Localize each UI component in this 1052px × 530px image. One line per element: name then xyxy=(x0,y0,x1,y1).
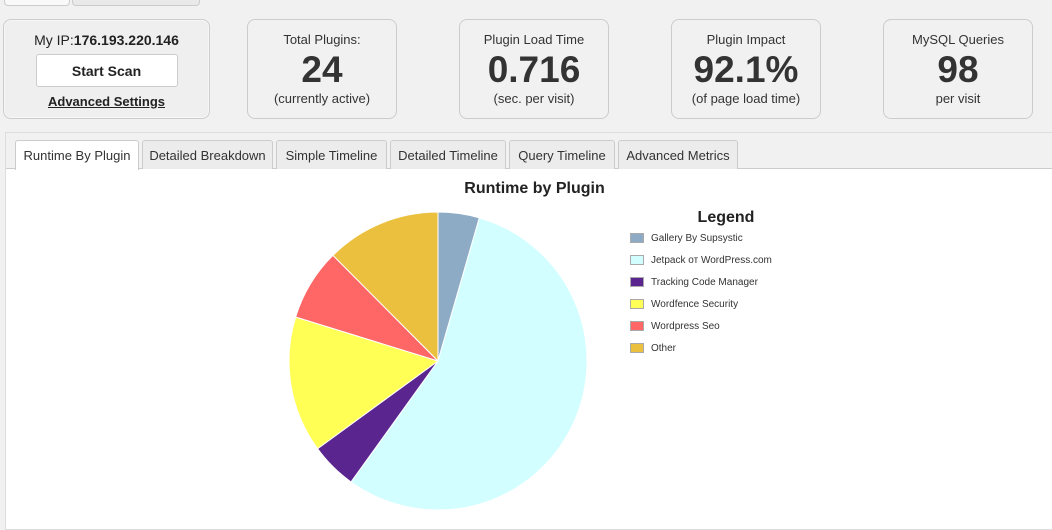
advanced-settings-link[interactable]: Advanced Settings xyxy=(47,94,166,109)
pie-chart xyxy=(288,211,588,511)
top-tab-stub[interactable] xyxy=(72,0,200,6)
legend-label: Wordfence Security xyxy=(651,298,739,310)
ip-value: 176.193.220.146 xyxy=(73,32,179,48)
legend-swatch xyxy=(630,277,644,287)
start-scan-button[interactable]: Start Scan xyxy=(35,54,178,87)
legend-item: Gallery By Supsystic xyxy=(630,227,806,249)
chart-title: Runtime by Plugin xyxy=(464,180,605,197)
tab-detailed-breakdown[interactable]: Detailed Breakdown xyxy=(142,140,273,169)
pie-slice-jetpack-wordpress-com[interactable] xyxy=(350,217,588,511)
stat-sub: (of page load time) xyxy=(691,91,801,106)
ip-line: My IP:176.193.220.146 xyxy=(4,32,209,48)
legend-item: Jetpack от WordPress.com xyxy=(630,249,806,271)
stat-value: 24 xyxy=(301,49,343,90)
stat-sub: per visit xyxy=(935,91,981,106)
stat-label: Plugin Load Time xyxy=(483,32,585,47)
chart-panel: Runtime By Plugin Detailed Breakdown Sim… xyxy=(5,132,1052,530)
stat-label: Plugin Impact xyxy=(706,32,786,47)
legend-item: Wordpress Seo xyxy=(630,315,806,337)
stat-value: 98 xyxy=(937,49,979,90)
stat-value: 0.716 xyxy=(487,49,581,90)
stat-label: MySQL Queries xyxy=(912,32,1004,47)
legend-swatch xyxy=(630,321,644,331)
legend-label: Wordpress Seo xyxy=(651,320,720,332)
tab-simple-timeline[interactable]: Simple Timeline xyxy=(276,140,387,169)
legend-label: Jetpack от WordPress.com xyxy=(651,254,772,266)
legend-swatch xyxy=(630,343,644,353)
legend-title: Legend xyxy=(697,209,755,226)
tab-query-timeline[interactable]: Query Timeline xyxy=(509,140,615,169)
top-tab-stub[interactable] xyxy=(4,0,70,6)
tab-bar: Runtime By Plugin Detailed Breakdown Sim… xyxy=(6,133,1052,170)
legend-label: Gallery By Supsystic xyxy=(651,232,743,244)
tab-detailed-timeline[interactable]: Detailed Timeline xyxy=(390,140,506,169)
pie-slice-other[interactable] xyxy=(332,211,439,363)
legend-swatch xyxy=(630,255,644,265)
stat-sub: (sec. per visit) xyxy=(493,91,575,106)
tab-advanced-metrics[interactable]: Advanced Metrics xyxy=(618,140,738,169)
stat-label: Total Plugins: xyxy=(283,32,361,47)
legend-label: Other xyxy=(651,342,677,354)
legend-item: Other xyxy=(630,337,806,359)
tab-runtime-by-plugin[interactable]: Runtime By Plugin xyxy=(15,140,139,170)
legend-item: Wordfence Security xyxy=(630,293,806,315)
legend-swatch xyxy=(630,299,644,309)
stat-sub: (currently active) xyxy=(273,91,371,106)
legend-label: Tracking Code Manager xyxy=(651,276,758,288)
stat-card-mysql-queries: MySQL Queries 98 per visit xyxy=(883,19,1033,119)
chart-legend: Legend Gallery By Supsystic Jetpack от Wo… xyxy=(626,209,806,359)
ip-label: My IP: xyxy=(34,32,74,48)
stat-value: 92.1% xyxy=(693,49,799,90)
stat-card-plugin-load-time: Plugin Load Time 0.716 (sec. per visit) xyxy=(459,19,609,119)
stat-card-plugin-impact: Plugin Impact 92.1% (of page load time) xyxy=(671,19,821,119)
scan-card: My IP:176.193.220.146 Start Scan Advance… xyxy=(3,19,210,119)
top-tab-strip xyxy=(0,0,1052,6)
legend-swatch xyxy=(630,233,644,243)
legend-item: Tracking Code Manager xyxy=(630,271,806,293)
stat-card-total-plugins: Total Plugins: 24 (currently active) xyxy=(247,19,397,119)
